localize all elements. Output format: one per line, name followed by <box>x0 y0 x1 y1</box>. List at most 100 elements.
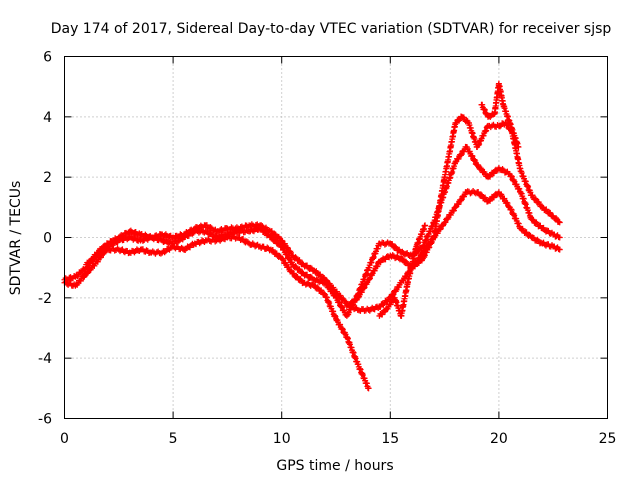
data-point <box>422 222 429 229</box>
data-point <box>366 275 373 282</box>
data-point <box>313 276 320 283</box>
series-track-5 <box>478 80 522 150</box>
data-point <box>361 284 368 291</box>
y-tick-label: 6 <box>43 50 52 66</box>
y-axis-title: SDTVAR / TECUs <box>8 181 24 296</box>
data-point <box>284 251 291 258</box>
y-tick-label: 2 <box>43 170 52 186</box>
data-point <box>556 234 563 241</box>
data-point <box>533 196 540 203</box>
data-point <box>556 246 563 253</box>
data-point <box>349 299 356 306</box>
data-point <box>340 295 347 302</box>
data-point <box>299 269 306 276</box>
data-point <box>478 191 485 198</box>
data-point <box>475 162 482 169</box>
data-point <box>323 280 330 287</box>
data-point <box>469 153 476 160</box>
x-tick-label: 10 <box>273 431 291 447</box>
data-point <box>529 216 536 223</box>
data-point <box>360 285 367 292</box>
data-point <box>337 292 344 299</box>
data-point <box>283 250 290 257</box>
data-point <box>292 263 299 270</box>
data-point <box>472 158 479 165</box>
data-point <box>479 101 486 108</box>
data-point <box>207 230 214 237</box>
data-point <box>387 301 394 308</box>
data-point <box>437 225 444 232</box>
y-tick-label: -2 <box>38 291 52 307</box>
series-track-3 <box>83 233 372 392</box>
data-point <box>552 214 559 221</box>
data-point <box>142 231 149 238</box>
x-tick-label: 15 <box>381 431 399 447</box>
data-point <box>293 273 300 280</box>
data-marks <box>61 80 563 392</box>
data-point <box>339 326 346 333</box>
data-point <box>403 258 410 265</box>
data-point <box>85 269 92 276</box>
data-point <box>496 123 503 130</box>
data-point <box>532 195 539 202</box>
data-point <box>358 289 365 296</box>
data-point <box>207 224 214 231</box>
data-point <box>374 263 381 270</box>
data-point <box>321 290 328 297</box>
x-tick-label: 20 <box>490 431 508 447</box>
data-point <box>515 144 522 150</box>
data-point <box>365 385 372 392</box>
data-point <box>366 276 373 283</box>
data-point <box>516 185 523 192</box>
data-point <box>529 234 536 241</box>
axis-ticks: 0 5 10 15 20 25 -6 -4 -2 0 2 4 6 <box>38 50 616 448</box>
y-tick-label: -4 <box>38 351 52 367</box>
data-point <box>450 207 457 214</box>
data-point <box>481 106 488 113</box>
series-track-6 <box>376 222 429 319</box>
data-point <box>249 240 256 247</box>
data-point <box>307 273 314 280</box>
data-point <box>285 264 292 271</box>
data-point <box>336 299 343 306</box>
data-point <box>457 197 464 204</box>
x-tick-label: 25 <box>599 431 617 447</box>
data-point <box>80 274 87 281</box>
data-point <box>455 155 462 162</box>
data-point <box>392 243 399 250</box>
data-point <box>161 249 168 256</box>
data-point <box>257 225 264 232</box>
data-point <box>279 255 286 262</box>
data-point <box>271 237 278 244</box>
x-tick-label: 5 <box>169 431 178 447</box>
y-tick-label: -6 <box>38 412 52 428</box>
data-point <box>337 321 344 328</box>
data-point <box>399 248 406 255</box>
data-point <box>455 201 462 208</box>
data-point <box>292 254 299 261</box>
data-point <box>442 219 449 226</box>
data-point <box>504 200 511 207</box>
data-point <box>339 325 346 332</box>
data-point <box>299 260 306 267</box>
data-point <box>481 105 488 112</box>
series-track-4 <box>343 113 563 310</box>
data-point <box>278 243 285 250</box>
data-point <box>284 245 291 252</box>
data-point <box>556 219 563 226</box>
data-point <box>89 257 96 264</box>
x-tick-label: 0 <box>60 431 69 447</box>
chart-title: Day 174 of 2017, Sidereal Day-to-day VTE… <box>51 21 612 37</box>
data-point <box>322 280 329 287</box>
data-point <box>84 270 91 277</box>
y-tick-label: 0 <box>43 231 52 247</box>
data-point <box>271 231 278 238</box>
x-axis-title: GPS time / hours <box>276 458 393 474</box>
data-point <box>174 238 181 245</box>
data-point <box>457 152 464 159</box>
y-tick-label: 4 <box>43 110 52 126</box>
data-point <box>307 264 314 271</box>
data-point <box>477 165 484 172</box>
data-point <box>390 291 397 298</box>
